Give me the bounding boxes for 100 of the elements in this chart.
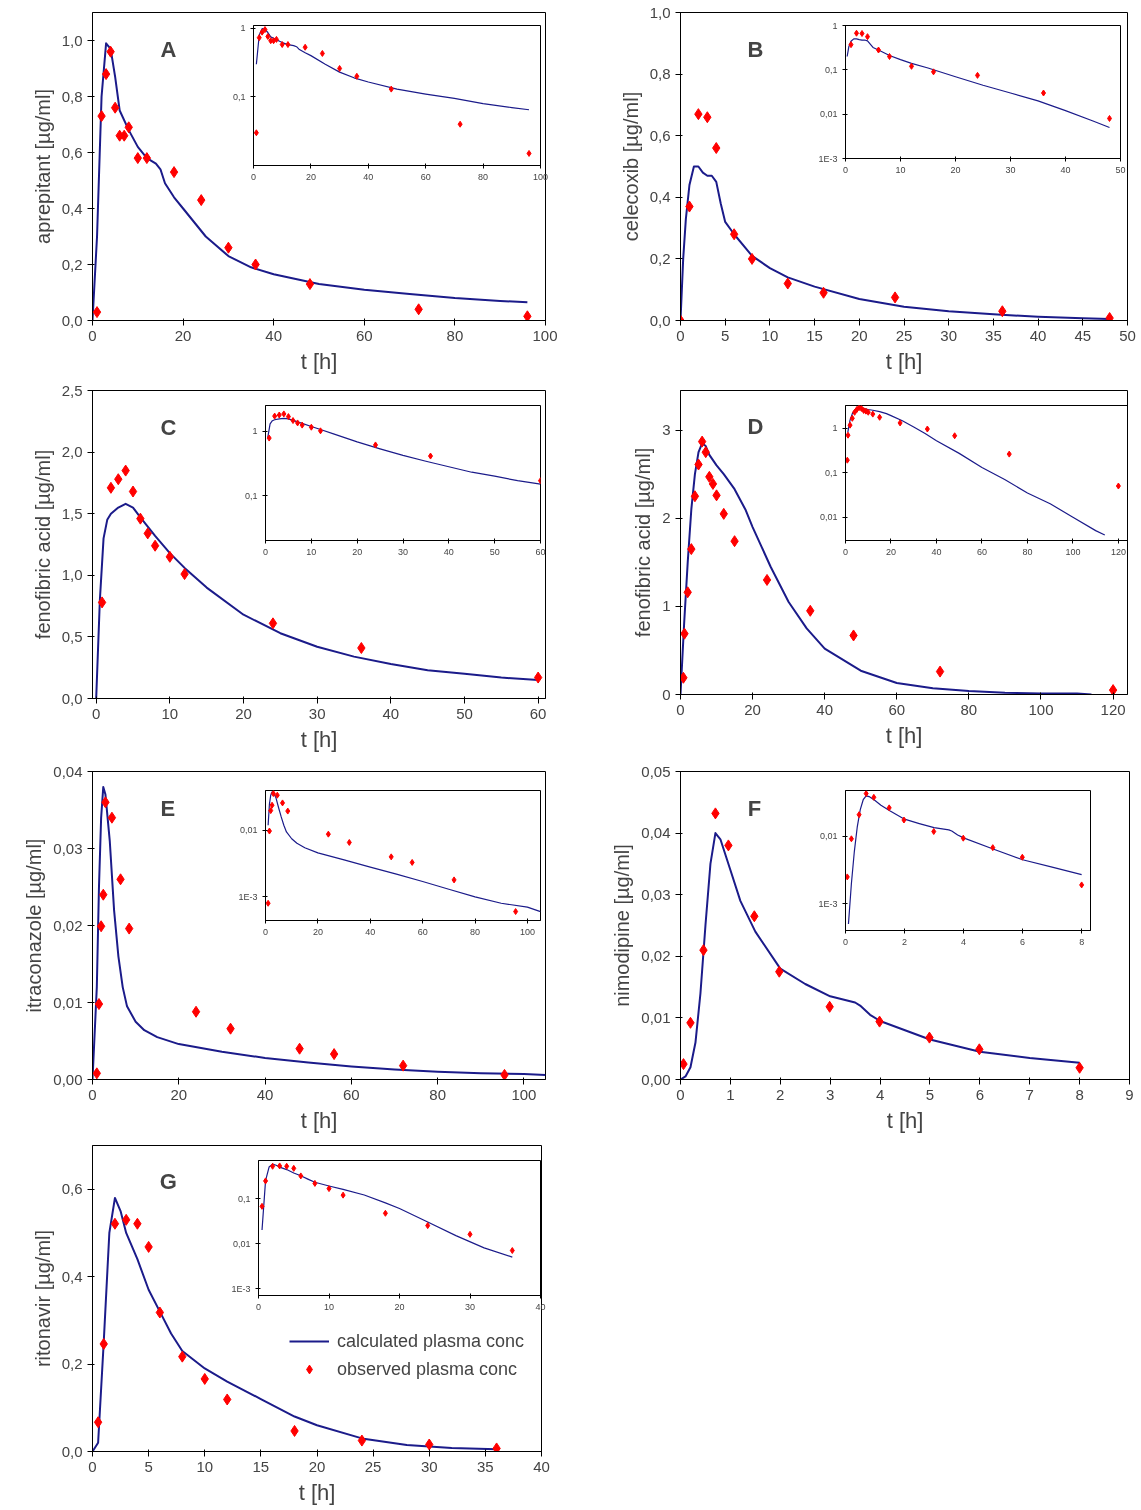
x-tick-label: 60 (343, 1085, 360, 1103)
y-tick-label: 0,6 (649, 126, 671, 144)
x-tick-label: 50 (1115, 164, 1126, 175)
x-tick-label: 30 (464, 1301, 476, 1312)
y-tick-label: 2,0 (61, 443, 83, 461)
x-tick-label: 50 (456, 704, 473, 722)
x-tick-label: 20 (950, 164, 961, 175)
legend-label: calculated plasma conc (337, 1330, 525, 1352)
x-tick-label: 100 (1065, 546, 1081, 557)
y-tick-label: 0,5 (61, 627, 83, 645)
x-tick-label: 60 (976, 546, 987, 557)
legend-label: observed plasma conc (337, 1358, 518, 1380)
annotation: F (747, 795, 762, 821)
x-tick-label: 40 (256, 1085, 274, 1103)
x-tick-label: 20 (885, 546, 896, 557)
y-tick-label: 0,03 (641, 885, 671, 903)
y-tick-label: 0,01 (53, 993, 83, 1011)
x-tick-label: 60 (355, 326, 373, 344)
x-tick-label: 10 (161, 704, 179, 722)
y-axis-title: fenofibric acid [µg/ml] (632, 447, 655, 638)
x-axis-title: t [h] (885, 722, 923, 748)
x-tick-label: 20 (305, 171, 316, 182)
x-tick-label: 80 (960, 700, 978, 718)
x-tick-label: 60 (417, 926, 428, 937)
x-tick-label: 10 (196, 1457, 214, 1475)
x-tick-label: 1 (726, 1085, 735, 1103)
y-axis-title: aprepitant [µg/ml] (31, 89, 54, 244)
y-tick-label: 0,8 (649, 65, 671, 83)
x-tick-label: 5 (721, 326, 730, 344)
y-axis-title: fenofibric acid [µg/ml] (31, 449, 54, 640)
y-tick-label: 1 (662, 597, 671, 615)
y-tick-label: 0,1 (244, 490, 258, 501)
x-tick-label: 30 (940, 326, 958, 344)
x-tick-label: 80 (446, 326, 464, 344)
y-tick-label: 0 (662, 685, 671, 703)
x-tick-label: 10 (895, 164, 906, 175)
y-tick-label: 0,04 (53, 762, 83, 780)
y-tick-label: 0,4 (61, 1267, 83, 1285)
x-tick-label: 40 (443, 546, 454, 557)
y-tick-label: 0,01 (232, 1238, 251, 1249)
x-tick-label: 40 (363, 171, 374, 182)
x-tick-label: 0 (676, 1085, 685, 1103)
x-tick-label: 120 (1100, 700, 1126, 718)
y-tick-label: 1,0 (61, 566, 83, 584)
x-tick-label: 80 (1022, 546, 1033, 557)
x-axis-title: t [h] (298, 1479, 336, 1505)
y-tick-label: 1,5 (61, 504, 83, 522)
x-tick-label: 40 (931, 546, 942, 557)
x-tick-label: 80 (478, 171, 489, 182)
x-tick-label: 20 (174, 326, 192, 344)
y-tick-label: 0,1 (232, 91, 246, 102)
x-tick-label: 0 (676, 326, 685, 344)
annotation: C (160, 414, 177, 440)
y-tick-label: 0,4 (61, 199, 83, 217)
y-tick-label: 0,00 (53, 1070, 83, 1088)
x-tick-label: 7 (1025, 1085, 1034, 1103)
y-tick-label: 0,00 (641, 1070, 671, 1088)
y-tick-label: 2,5 (61, 381, 83, 399)
x-tick-label: 0 (843, 164, 849, 175)
x-tick-label: 30 (308, 704, 326, 722)
y-tick-label: 0,1 (237, 1193, 251, 1204)
y-tick-label: 0,01 (819, 831, 838, 842)
x-tick-label: 40 (265, 326, 283, 344)
y-axis-title: nimodipine [µg/ml] (611, 844, 634, 1007)
y-tick-label: 0,02 (641, 947, 671, 965)
y-tick-label: 1E-3 (818, 153, 838, 164)
x-tick-label: 10 (323, 1301, 335, 1312)
x-tick-label: 30 (1005, 164, 1016, 175)
x-tick-label: 20 (312, 926, 323, 937)
y-tick-label: 0,0 (649, 311, 671, 329)
x-tick-label: 8 (1075, 1085, 1084, 1103)
x-tick-label: 40 (365, 926, 376, 937)
x-tick-label: 4 (961, 936, 967, 947)
x-tick-label: 0 (676, 700, 685, 718)
x-tick-label: 30 (420, 1457, 438, 1475)
y-tick-label: 0,0 (61, 1442, 83, 1460)
y-tick-label: 2 (662, 509, 671, 527)
x-tick-label: 25 (364, 1457, 382, 1475)
x-tick-label: 100 (532, 326, 558, 344)
y-axis-title: ritonavir [µg/ml] (31, 1229, 54, 1368)
x-tick-label: 6 (1020, 936, 1026, 947)
x-tick-label: 50 (489, 546, 500, 557)
x-tick-label: 0 (263, 926, 269, 937)
x-tick-label: 60 (529, 704, 547, 722)
x-tick-label: 80 (429, 1085, 446, 1103)
y-tick-label: 1 (832, 20, 838, 31)
x-tick-label: 20 (308, 1457, 326, 1475)
y-tick-label: 0,6 (61, 143, 83, 161)
annotation: D (747, 414, 764, 440)
y-tick-label: 3 (662, 421, 671, 439)
y-tick-label: 0,2 (61, 1355, 83, 1373)
annotation: G (159, 1169, 177, 1195)
y-tick-label: 0,01 (641, 1008, 671, 1026)
x-tick-label: 6 (975, 1085, 985, 1103)
y-tick-label: 1,0 (649, 3, 671, 21)
x-tick-label: 0 (88, 1085, 97, 1103)
x-axis-title: t [h] (300, 726, 338, 752)
x-tick-label: 0 (88, 1457, 97, 1475)
x-tick-label: 25 (895, 326, 913, 344)
x-tick-label: 100 (519, 926, 535, 937)
